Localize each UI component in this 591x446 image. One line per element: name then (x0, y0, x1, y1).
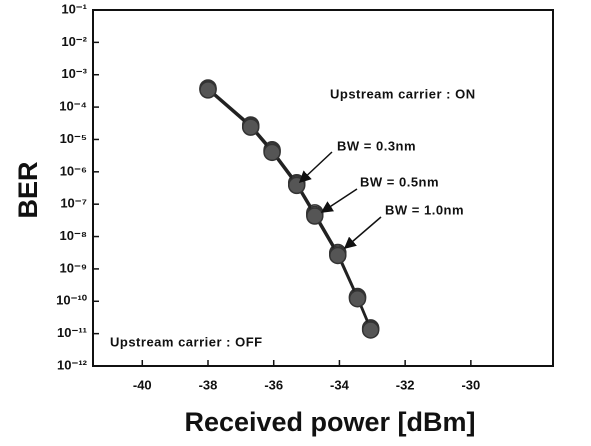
annotation: Upstream carrier : ON (330, 86, 476, 101)
x-tick-label: -38 (199, 377, 218, 392)
plot-frame (92, 9, 554, 367)
marker (306, 207, 324, 225)
marker (263, 143, 281, 162)
y-tick-label: 10⁻¹⁰ (56, 293, 88, 308)
y-tick-label: 10⁻² (61, 34, 87, 49)
marker (348, 289, 367, 308)
series-line (207, 88, 372, 330)
marker (361, 321, 380, 339)
y-tick-label: 10⁻³ (61, 66, 87, 81)
x-tick-label: -36 (264, 377, 283, 392)
y-axis-label: BER (13, 161, 43, 218)
series-line (207, 87, 372, 329)
y-tick-label: 10⁻⁴ (59, 99, 87, 114)
arrow (320, 188, 358, 213)
y-tick-label: 10⁻⁶ (60, 163, 87, 178)
series-label: BW = 0.5nm (360, 174, 439, 189)
y-tick-label: 10⁻¹¹ (57, 325, 87, 340)
marker (241, 118, 260, 136)
arrow (298, 151, 333, 184)
x-tick-label: -32 (396, 377, 415, 392)
y-tick-label: 10⁻⁷ (60, 196, 87, 211)
arrow (343, 216, 382, 249)
series-label: BW = 1.0nm (385, 202, 464, 217)
marker (199, 81, 217, 99)
marker (329, 246, 347, 265)
y-tick-label: 10⁻¹ (61, 1, 87, 16)
y-tick-label: 10⁻⁹ (60, 260, 88, 275)
series-label: BW = 0.3nm (337, 138, 416, 153)
y-tick-label: 10⁻⁸ (60, 228, 87, 243)
y-tick-label: 10⁻⁵ (60, 131, 87, 146)
x-axis-label: Received power [dBm] (184, 407, 475, 437)
series-line (207, 89, 372, 331)
y-tick-label: 10⁻¹² (57, 357, 88, 372)
x-tick-label: -30 (461, 377, 480, 392)
x-tick-label: -40 (133, 377, 152, 392)
x-tick-label: -34 (330, 377, 350, 392)
annotation: Upstream carrier : OFF (110, 334, 263, 349)
